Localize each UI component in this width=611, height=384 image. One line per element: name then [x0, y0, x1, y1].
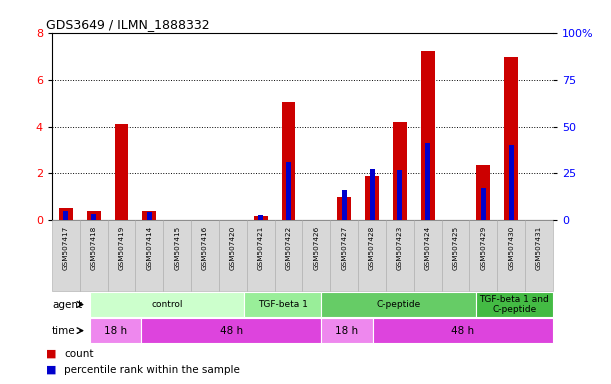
Bar — [481, 187, 486, 220]
Bar — [386, 220, 414, 291]
Text: GSM507427: GSM507427 — [341, 225, 347, 270]
Bar — [321, 318, 373, 343]
Text: GSM507418: GSM507418 — [90, 225, 97, 270]
Bar — [59, 207, 73, 220]
Bar — [142, 210, 156, 220]
Bar — [64, 212, 68, 220]
Bar — [504, 57, 518, 220]
Text: GSM507428: GSM507428 — [369, 225, 375, 270]
Bar — [414, 220, 442, 291]
Bar — [365, 176, 379, 220]
Bar — [87, 212, 101, 220]
Bar — [358, 220, 386, 291]
Bar — [370, 169, 375, 220]
Bar — [509, 145, 514, 220]
Bar — [147, 212, 152, 220]
Bar — [115, 124, 128, 220]
Bar — [90, 292, 244, 317]
Bar — [442, 220, 469, 291]
Bar — [247, 220, 274, 291]
Text: ■: ■ — [46, 349, 56, 359]
Bar — [80, 220, 108, 291]
Bar — [219, 220, 247, 291]
Text: GSM507423: GSM507423 — [397, 225, 403, 270]
Text: GSM507417: GSM507417 — [63, 225, 69, 270]
Text: TGF-beta 1: TGF-beta 1 — [258, 300, 307, 309]
Text: GSM507415: GSM507415 — [174, 225, 180, 270]
Bar — [425, 143, 430, 220]
Text: GDS3649 / ILMN_1888332: GDS3649 / ILMN_1888332 — [46, 18, 210, 31]
Text: GSM507420: GSM507420 — [230, 225, 236, 270]
Text: ■: ■ — [46, 365, 56, 375]
Bar — [254, 216, 268, 220]
Text: 48 h: 48 h — [452, 326, 474, 336]
Text: time: time — [52, 326, 76, 336]
Bar — [393, 122, 407, 220]
Bar — [136, 220, 163, 291]
Bar — [258, 215, 263, 220]
Bar — [282, 102, 296, 220]
Bar — [302, 220, 331, 291]
Bar — [525, 220, 553, 291]
Text: GSM507425: GSM507425 — [453, 225, 458, 270]
Bar — [191, 220, 219, 291]
Text: agent: agent — [52, 300, 82, 310]
Text: 18 h: 18 h — [104, 326, 127, 336]
Bar — [108, 220, 136, 291]
Bar — [497, 220, 525, 291]
Bar — [91, 214, 96, 220]
Bar — [244, 292, 321, 317]
Bar — [373, 318, 553, 343]
Text: control: control — [151, 300, 183, 309]
Bar — [477, 165, 490, 220]
Bar — [331, 220, 358, 291]
Text: C-peptide: C-peptide — [376, 300, 420, 309]
Text: GSM507414: GSM507414 — [147, 225, 152, 270]
Text: GSM507430: GSM507430 — [508, 225, 514, 270]
Text: count: count — [64, 349, 93, 359]
Bar — [342, 190, 346, 220]
Bar — [421, 51, 434, 220]
Bar — [397, 170, 403, 220]
Text: 18 h: 18 h — [335, 326, 359, 336]
Bar — [286, 162, 291, 220]
Text: GSM507431: GSM507431 — [536, 225, 542, 270]
Text: GSM507424: GSM507424 — [425, 225, 431, 270]
Bar — [469, 220, 497, 291]
Text: GSM507429: GSM507429 — [480, 225, 486, 270]
Bar — [141, 318, 321, 343]
Text: percentile rank within the sample: percentile rank within the sample — [64, 365, 240, 375]
Bar — [90, 318, 141, 343]
Text: TGF-beta 1 and
C-peptide: TGF-beta 1 and C-peptide — [480, 295, 549, 314]
Text: GSM507419: GSM507419 — [119, 225, 125, 270]
Text: GSM507416: GSM507416 — [202, 225, 208, 270]
Text: GSM507426: GSM507426 — [313, 225, 320, 270]
Bar — [476, 292, 553, 317]
Bar — [337, 197, 351, 220]
Bar — [274, 220, 302, 291]
Bar — [52, 220, 80, 291]
Text: GSM507422: GSM507422 — [285, 225, 291, 270]
Bar — [163, 220, 191, 291]
Text: GSM507421: GSM507421 — [258, 225, 264, 270]
Text: 48 h: 48 h — [219, 326, 243, 336]
Bar — [321, 292, 476, 317]
